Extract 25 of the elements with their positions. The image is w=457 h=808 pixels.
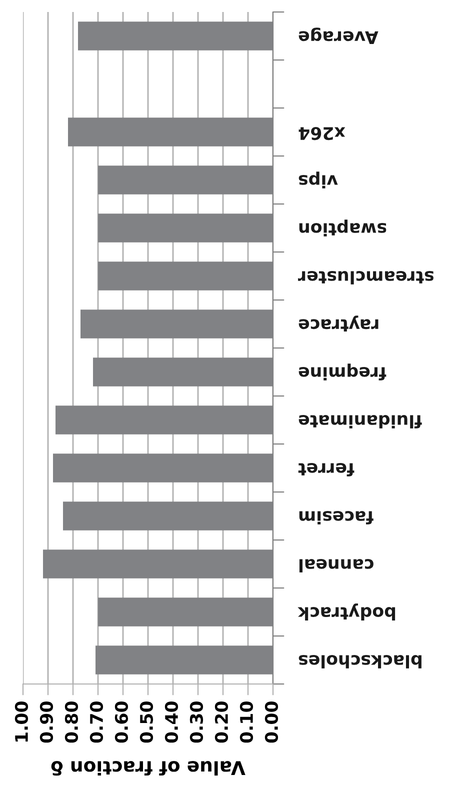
y-tick-label: facesim xyxy=(299,510,374,524)
y-tick-label: ferret xyxy=(298,462,354,476)
x-tick-label: 0.10 xyxy=(240,701,254,743)
y-tick-label: canneal xyxy=(299,558,374,572)
x-tick-label: 0.20 xyxy=(214,701,228,743)
y-tick-label: raytrace xyxy=(298,316,378,332)
y-tick-label: fluidanimate xyxy=(298,414,422,428)
y-tick-label: blackscholes xyxy=(298,654,422,668)
y-tick-label: Average xyxy=(298,28,378,44)
x-tick-label: 0.30 xyxy=(190,701,204,743)
y-tick-label: freqmine xyxy=(298,364,386,380)
x-tick-label: 1.00 xyxy=(14,701,28,742)
x-tick-label: 0.40 xyxy=(164,701,178,743)
x-axis-title: Value of fraction δ xyxy=(51,761,246,776)
x-tick-label: 0.50 xyxy=(140,701,154,743)
x-tick-label: 0.90 xyxy=(40,701,54,743)
y-tick-label: vips xyxy=(298,172,338,188)
y-tick-label: bodytrack xyxy=(298,604,396,620)
x-tick-label: 0.70 xyxy=(90,701,104,743)
x-tick-label: 0.60 xyxy=(114,701,128,743)
x-tick-label: 0.00 xyxy=(264,701,278,743)
y-tick-label: swaption xyxy=(299,220,386,236)
x-tick-label: 0.80 xyxy=(64,701,78,743)
y-tick-label: streamcluster xyxy=(298,270,434,284)
y-tick-label: x264 xyxy=(298,126,346,140)
